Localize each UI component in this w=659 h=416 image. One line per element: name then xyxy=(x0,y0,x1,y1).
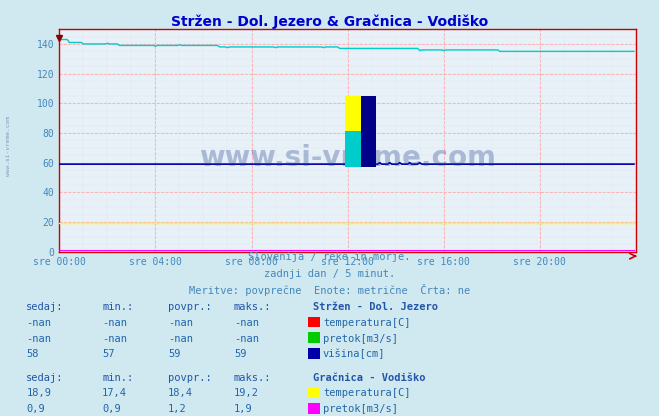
Text: 59: 59 xyxy=(168,349,181,359)
Text: višina[cm]: višina[cm] xyxy=(323,349,386,359)
Text: -nan: -nan xyxy=(26,334,51,344)
Text: pretok[m3/s]: pretok[m3/s] xyxy=(323,404,398,414)
Text: zadnji dan / 5 minut.: zadnji dan / 5 minut. xyxy=(264,270,395,280)
Text: Gračnica - Vodiško: Gračnica - Vodiško xyxy=(313,373,426,383)
Text: 17,4: 17,4 xyxy=(102,389,127,399)
Text: -nan: -nan xyxy=(102,318,127,328)
Text: 18,9: 18,9 xyxy=(26,389,51,399)
Text: sedaj:: sedaj: xyxy=(26,302,64,312)
Text: maks.:: maks.: xyxy=(234,373,272,383)
Text: Stržen - Dol. Jezero: Stržen - Dol. Jezero xyxy=(313,302,438,312)
Bar xyxy=(345,131,360,167)
Text: -nan: -nan xyxy=(102,334,127,344)
Text: min.:: min.: xyxy=(102,373,133,383)
Text: -nan: -nan xyxy=(168,334,193,344)
Text: maks.:: maks.: xyxy=(234,302,272,312)
Text: sedaj:: sedaj: xyxy=(26,373,64,383)
Text: povpr.:: povpr.: xyxy=(168,302,212,312)
Text: -nan: -nan xyxy=(168,318,193,328)
Bar xyxy=(345,96,360,131)
Text: Slovenija / reke in morje.: Slovenija / reke in morje. xyxy=(248,252,411,262)
Bar xyxy=(360,96,376,167)
Text: povpr.:: povpr.: xyxy=(168,373,212,383)
Text: 0,9: 0,9 xyxy=(102,404,121,414)
Text: www.si-vreme.com: www.si-vreme.com xyxy=(6,116,11,176)
Text: Meritve: povprečne  Enote: metrične  Črta: ne: Meritve: povprečne Enote: metrične Črta:… xyxy=(189,284,470,296)
Text: 18,4: 18,4 xyxy=(168,389,193,399)
Text: 57: 57 xyxy=(102,349,115,359)
Text: 1,9: 1,9 xyxy=(234,404,252,414)
Text: temperatura[C]: temperatura[C] xyxy=(323,318,411,328)
Text: 1,2: 1,2 xyxy=(168,404,186,414)
Text: pretok[m3/s]: pretok[m3/s] xyxy=(323,334,398,344)
Text: min.:: min.: xyxy=(102,302,133,312)
Text: 58: 58 xyxy=(26,349,39,359)
Text: www.si-vreme.com: www.si-vreme.com xyxy=(199,144,496,172)
Text: -nan: -nan xyxy=(26,318,51,328)
Text: 0,9: 0,9 xyxy=(26,404,45,414)
Text: -nan: -nan xyxy=(234,318,259,328)
Text: -nan: -nan xyxy=(234,334,259,344)
Text: 19,2: 19,2 xyxy=(234,389,259,399)
Text: Stržen - Dol. Jezero & Gračnica - Vodiško: Stržen - Dol. Jezero & Gračnica - Vodišk… xyxy=(171,15,488,29)
Text: temperatura[C]: temperatura[C] xyxy=(323,389,411,399)
Text: 59: 59 xyxy=(234,349,246,359)
